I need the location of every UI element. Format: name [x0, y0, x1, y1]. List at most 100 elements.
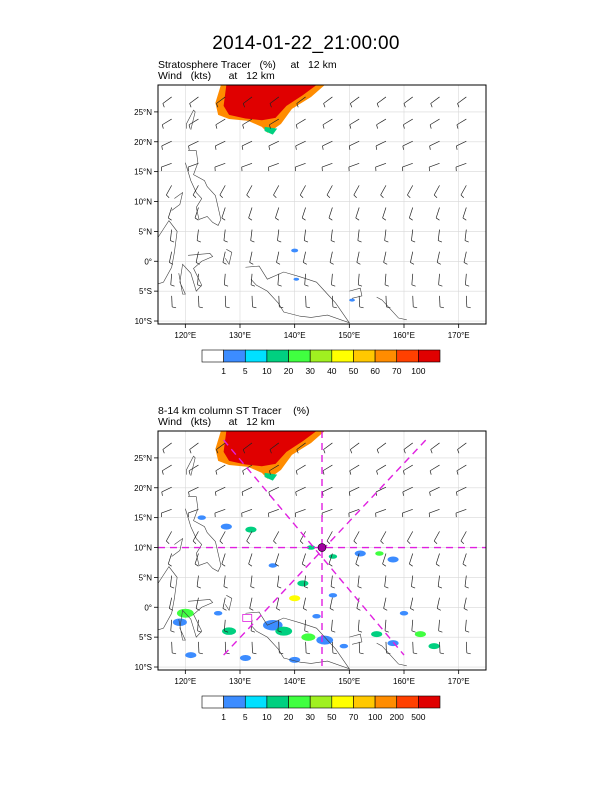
coastline: [157, 220, 178, 285]
wind-barb-feather: [331, 630, 336, 633]
wind-barb-feather: [249, 262, 254, 265]
wind-barb: [162, 464, 172, 472]
wind-barb: [375, 140, 387, 147]
wind-barb: [349, 464, 360, 472]
colorbar-label: 10: [262, 366, 272, 376]
wind-barb: [273, 531, 280, 542]
wind-barb: [166, 185, 172, 196]
wind-barb: [330, 575, 333, 587]
wind-barb-feather: [355, 563, 360, 567]
coastline: [376, 296, 407, 321]
wind-barb: [429, 508, 440, 514]
wind-barb: [215, 118, 226, 126]
wind-barb: [277, 575, 280, 587]
tracer-blob: [185, 652, 197, 659]
wind-barb-feather: [358, 630, 363, 633]
wind-barb: [350, 442, 360, 450]
lat-tick-label: 5°S: [139, 287, 152, 296]
wind-barb-feather: [376, 449, 379, 454]
wind-barb-feather: [433, 540, 438, 545]
wind-barb: [435, 207, 440, 219]
wind-barb-feather: [402, 491, 404, 496]
wind-barb: [328, 207, 333, 219]
wind-barb-feather: [323, 449, 326, 454]
wind-barb-feather: [168, 217, 172, 221]
wind-barb-feather: [322, 124, 325, 129]
tracer-blob: [275, 626, 293, 636]
wind-barb: [411, 575, 414, 587]
wind-barb: [331, 273, 333, 285]
wind-barb: [382, 207, 387, 219]
wind-barb: [322, 140, 333, 147]
wind-barb: [456, 486, 467, 493]
colorbar-segment: [266, 695, 289, 709]
wind-barb-feather: [322, 145, 324, 150]
wind-barb: [195, 251, 199, 263]
wind-barb: [357, 273, 360, 285]
wind-barb: [304, 273, 306, 285]
coastline: [349, 287, 363, 299]
wind-barb: [350, 96, 360, 104]
wind-barb: [375, 486, 387, 493]
wind-barb-feather: [172, 306, 177, 309]
wind-barb-feather: [196, 240, 201, 243]
wind-barb: [302, 597, 306, 609]
panel1-title-wind: Wind (kts) at 12 km: [158, 70, 275, 82]
wind-barb: [438, 273, 440, 285]
wind-barb: [277, 273, 280, 285]
wind-barb: [429, 118, 440, 126]
tracer-blob: [328, 593, 338, 598]
wind-barb: [303, 575, 306, 587]
wind-barb: [214, 162, 226, 168]
wind-barb-feather: [215, 470, 218, 475]
wind-barb: [161, 486, 172, 493]
wind-barb-feather: [435, 563, 440, 567]
tracer-plume-tail: [264, 126, 278, 135]
tracer-blob: [316, 635, 334, 645]
wind-barb: [407, 185, 414, 196]
wind-barb: [465, 619, 467, 631]
tracer-blob: [306, 545, 316, 550]
colorbar-label: 500: [411, 712, 425, 722]
tracer-blob: [263, 619, 283, 631]
main-title: 2014-01-22_21:00:00: [212, 33, 400, 54]
wind-barb-feather: [403, 470, 405, 475]
wind-barb-feather: [328, 563, 333, 567]
colorbar-segment: [223, 695, 246, 709]
wind-barb-feather: [252, 652, 257, 655]
wind-barb-feather: [276, 608, 281, 611]
wind-barb: [276, 251, 280, 263]
wind-barb: [456, 464, 467, 472]
wind-barb: [326, 531, 333, 542]
coastline: [224, 249, 233, 266]
tracer-blob: [349, 298, 355, 302]
map-frame: [157, 84, 487, 325]
wind-barb: [223, 619, 226, 631]
tracer-blob: [268, 563, 277, 568]
wind-barb-feather: [161, 491, 163, 496]
wind-barb: [411, 619, 414, 631]
wind-barb: [168, 251, 173, 263]
wind-barb-feather: [242, 103, 245, 108]
wind-barb: [268, 486, 279, 493]
wind-barb: [437, 575, 440, 587]
tracer-blob: [399, 610, 409, 616]
wind-barb: [460, 531, 467, 542]
wind-barb-feather: [225, 306, 230, 309]
wind-barb-feather: [248, 563, 253, 567]
wind-barb-feather: [329, 608, 334, 611]
wind-barb-feather: [411, 586, 416, 589]
wind-barb-feather: [161, 145, 163, 150]
wind-barb-feather: [437, 262, 441, 265]
wind-barb-feather: [188, 124, 191, 129]
wind-barb: [355, 553, 360, 565]
wind-barb-feather: [195, 262, 200, 265]
wind-barb-feather: [304, 630, 309, 633]
colorbar-segment: [418, 695, 441, 709]
wind-barb-feather: [162, 103, 165, 108]
wind-barb: [322, 464, 333, 472]
wind-barb: [323, 96, 333, 104]
wind-barb-feather: [438, 284, 443, 287]
lat-tick-label: 15°N: [134, 168, 152, 177]
wind-barb: [353, 531, 360, 542]
